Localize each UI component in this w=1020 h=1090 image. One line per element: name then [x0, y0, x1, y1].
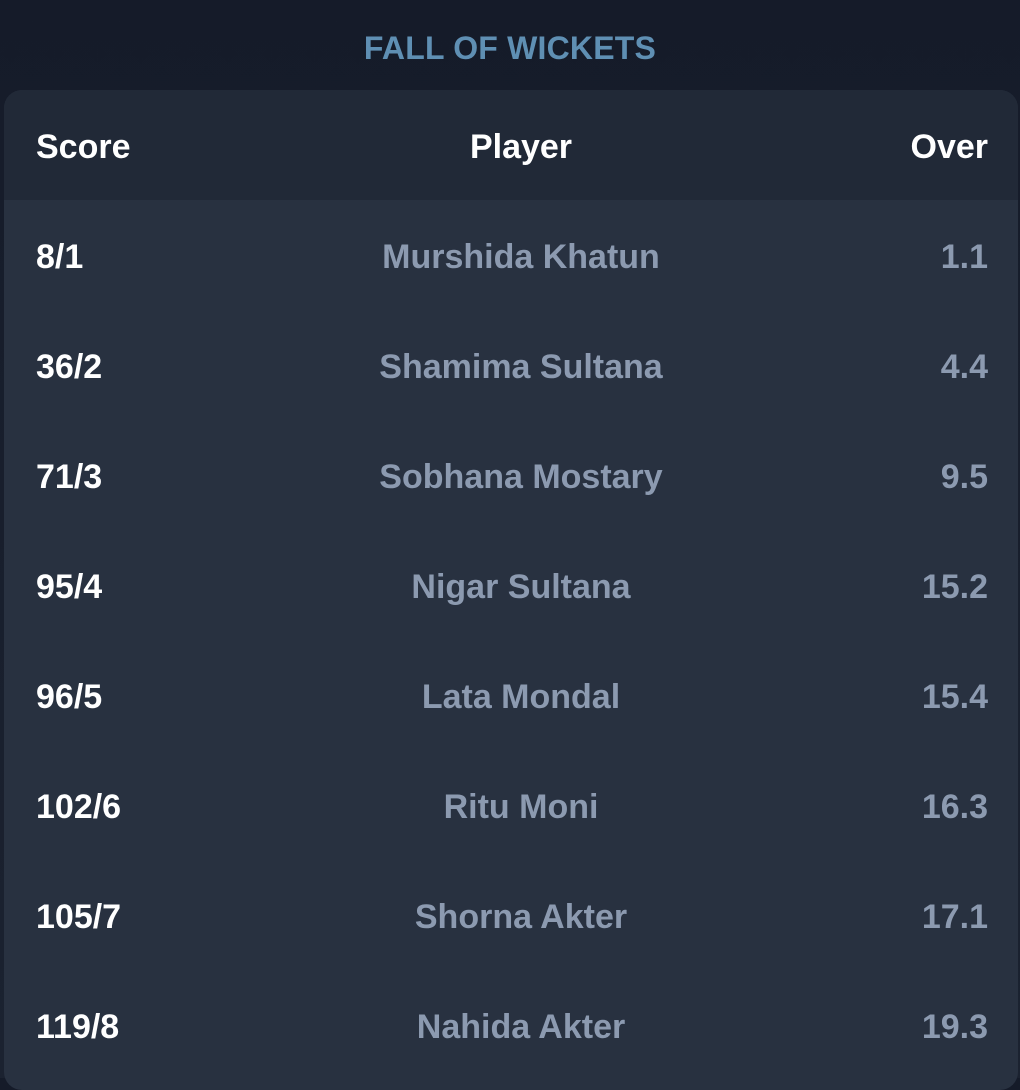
header-over: Over [910, 128, 989, 166]
player-cell: Lata Mondal [421, 678, 621, 716]
player-cell: Nigar Sultana [411, 568, 631, 606]
player-cell: Murshida Khatun [382, 238, 660, 276]
player-cell: Sobhana Mostary [379, 458, 663, 496]
table-row: 102/6 Ritu Moni 16.3 [4, 750, 1018, 860]
over-cell: 4.4 [940, 348, 988, 386]
table-row: 119/8 Nahida Akter 19.3 [4, 970, 1018, 1080]
fall-of-wickets-table: Score Player Over 8/1 Murshida Khatun 1.… [4, 90, 1018, 1090]
table-row: 95/4 Nigar Sultana 15.2 [4, 530, 1018, 640]
score-cell: 119/8 [36, 1008, 120, 1046]
over-cell: 15.4 [921, 678, 988, 716]
table-row: 105/7 Shorna Akter 17.1 [4, 860, 1018, 970]
section-title: FALL OF WICKETS [363, 30, 657, 66]
table-header-row: Score Player Over [4, 90, 1018, 200]
over-cell: 9.5 [940, 458, 988, 496]
table-row: 71/3 Sobhana Mostary 9.5 [4, 420, 1018, 530]
score-cell: 105/7 [36, 898, 122, 936]
over-cell: 16.3 [921, 788, 988, 826]
score-cell: 36/2 [36, 348, 103, 386]
player-cell: Shamima Sultana [379, 348, 663, 386]
table-row: 8/1 Murshida Khatun 1.1 [4, 200, 1018, 310]
table-row: 96/5 Lata Mondal 15.4 [4, 640, 1018, 750]
header-score: Score [36, 128, 131, 166]
header-player: Player [469, 128, 573, 166]
score-cell: 96/5 [36, 678, 103, 716]
player-cell: Shorna Akter [414, 898, 628, 936]
score-cell: 102/6 [36, 788, 122, 826]
score-cell: 71/3 [36, 458, 103, 496]
over-cell: 17.1 [921, 898, 988, 936]
score-cell: 8/1 [36, 238, 84, 276]
table-body: 8/1 Murshida Khatun 1.1 36/2 Shamima Sul… [4, 200, 1018, 1080]
over-cell: 19.3 [921, 1008, 988, 1046]
player-cell: Nahida Akter [416, 1008, 626, 1046]
over-cell: 15.2 [921, 568, 988, 606]
score-cell: 95/4 [36, 568, 103, 606]
over-cell: 1.1 [940, 238, 988, 276]
table-row: 36/2 Shamima Sultana 4.4 [4, 310, 1018, 420]
player-cell: Ritu Moni [443, 788, 599, 826]
